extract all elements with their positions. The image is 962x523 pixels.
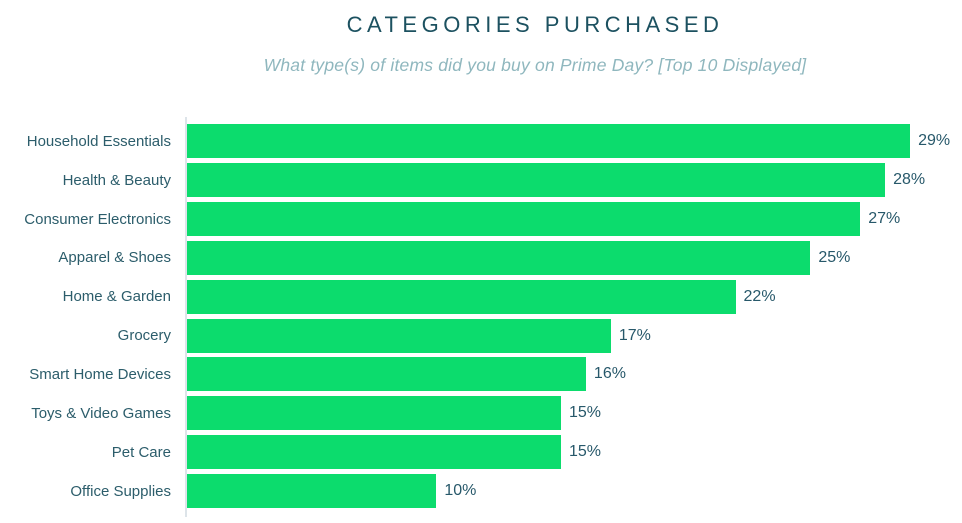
bar-row: Consumer Electronics 27%: [0, 200, 962, 239]
category-label: Household Essentials: [26, 132, 171, 150]
bar-row: Office Supplies 10%: [0, 472, 962, 511]
bar-row: Pet Care 15%: [0, 433, 962, 472]
bar-track: 17%: [187, 318, 651, 353]
bar-rows: Household Essentials 29% Health & Beauty…: [0, 122, 962, 510]
category-label: Grocery: [117, 327, 171, 345]
bar-track: 15%: [187, 396, 602, 431]
bar-track: 15%: [187, 435, 602, 470]
bar-row: Household Essentials 29%: [0, 122, 962, 161]
bar-row: Grocery 17%: [0, 316, 962, 355]
bar-track: 27%: [187, 202, 901, 237]
bar: [187, 396, 561, 431]
bar-value-label: 16%: [593, 365, 626, 383]
chart-subtitle: What type(s) of items did you buy on Pri…: [263, 55, 807, 75]
bar: [187, 124, 911, 159]
bar-track: 22%: [187, 279, 776, 314]
bar: [187, 163, 886, 198]
bar-value-label: 28%: [893, 171, 926, 189]
bar-row: Health & Beauty 28%: [0, 161, 962, 200]
bar: [187, 474, 437, 509]
bar: [187, 240, 811, 275]
bar: [187, 318, 611, 353]
category-label: Pet Care: [111, 443, 171, 461]
bar-value-label: 15%: [569, 404, 602, 422]
bar-value-label: 27%: [868, 210, 901, 228]
bar-track: 16%: [187, 357, 626, 392]
category-label: Toys & Video Games: [31, 404, 171, 422]
y-axis-line: [185, 117, 187, 517]
bar: [187, 202, 861, 237]
category-label: Health & Beauty: [62, 171, 171, 189]
bar-track: 10%: [187, 474, 477, 509]
bar: [187, 279, 736, 314]
bar-row: Smart Home Devices 16%: [0, 355, 962, 394]
bar: [187, 435, 561, 470]
chart-title: CATEGORIES PURCHASED: [346, 12, 724, 37]
bar-track: 28%: [187, 163, 926, 198]
category-label: Consumer Electronics: [24, 210, 171, 228]
bar-value-label: 15%: [569, 443, 602, 461]
category-label: Apparel & Shoes: [58, 249, 171, 267]
bar-chart: Household Essentials 29% Health & Beauty…: [0, 117, 962, 517]
category-label: Office Supplies: [70, 482, 171, 500]
bar-row: Apparel & Shoes 25%: [0, 239, 962, 278]
category-label: Home & Garden: [62, 288, 171, 306]
bar-value-label: 10%: [444, 482, 477, 500]
bar-row: Home & Garden 22%: [0, 277, 962, 316]
bar-row: Toys & Video Games 15%: [0, 394, 962, 433]
chart-header: CATEGORIES PURCHASED What type(s) of ite…: [108, 0, 962, 76]
bar-value-label: 29%: [918, 132, 951, 150]
bar-value-label: 17%: [618, 326, 651, 344]
bar: [187, 357, 586, 392]
bar-track: 25%: [187, 240, 851, 275]
bar-value-label: 25%: [818, 248, 851, 266]
bar-value-label: 22%: [743, 287, 776, 305]
bar-track: 29%: [187, 124, 951, 159]
category-label: Smart Home Devices: [29, 365, 171, 383]
